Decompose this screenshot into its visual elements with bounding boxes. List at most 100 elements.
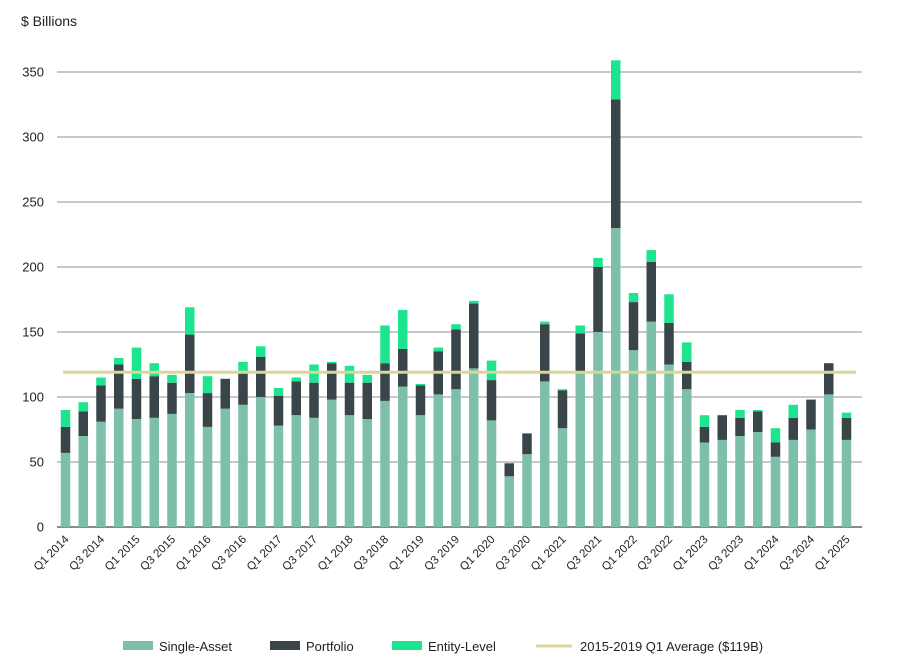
legend-swatch [392,641,422,650]
x-tick-label: Q1 2017 [245,534,285,574]
bar-segment [273,395,284,426]
bar-segment [327,399,337,527]
legend-label: Single-Asset [159,639,232,654]
bar-segment [664,364,674,527]
bar-segment [806,399,816,430]
bar-segment [682,342,692,362]
bar-segment [753,411,763,433]
x-tick-label: Q1 2018 [316,534,356,574]
bar-segment [611,99,621,228]
bar-segment [628,302,639,351]
bar-segment [96,421,106,527]
bar-segment [735,410,745,418]
y-tick-label: 200 [22,260,44,275]
y-tick-label: 300 [22,130,44,145]
bar-segment [167,374,177,383]
x-tick-label: Q3 2019 [422,534,462,574]
bar-segment [611,228,621,527]
bar-segment [469,300,479,304]
bar-segment [504,476,514,527]
bar-segment [185,307,195,335]
bar-segment [824,363,834,395]
bar-segment [114,364,124,409]
bar-segment [309,382,319,418]
bar-segment [167,382,177,414]
y-tick-label: 50 [30,455,44,470]
legend-swatch [270,641,300,650]
y-tick-labels: 0 50 100 150 200 250 300 350 [22,65,44,535]
bar-segment [841,439,852,527]
bar-segment [770,456,781,527]
bar-segment [96,385,106,422]
x-tick-label: Q1 2016 [174,534,214,574]
bar-segment [309,417,319,527]
bar-segment [362,419,372,527]
bar-segment [362,374,372,383]
bar-segment [344,415,355,527]
bar-segment [451,389,461,527]
bar-segment [149,417,159,527]
x-tick-label: Q1 2020 [458,534,498,574]
x-tick-label: Q3 2024 [777,533,817,573]
bar-segment [575,333,585,374]
legend: Single-Asset Portfolio Entity-Level 2015-20… [123,639,763,654]
x-tick-label: Q3 2015 [138,534,178,574]
bar-segment [522,433,532,455]
bar-segment [185,393,195,527]
legend-swatch [123,641,153,650]
bar-segment [664,294,674,323]
bar-segment [114,408,124,527]
bar-segment [131,378,142,420]
bar-segment [735,436,745,527]
bar-segment [185,334,195,394]
legend-label: Entity-Level [428,639,496,654]
bar-segment [699,415,710,427]
bar-segment [646,250,656,262]
bar-segment [398,386,408,527]
bar-segment [238,361,248,374]
bar-segment [78,402,88,412]
bar-segment [380,325,390,364]
x-tick-label: Q1 2021 [529,534,569,574]
bar-segment [238,373,248,405]
legend-label: Portfolio [306,639,354,654]
bar-segment [699,442,710,527]
bar-segment [60,426,71,453]
bar-segment [291,381,301,416]
bar-segment [593,267,603,332]
bar-segment [415,415,426,527]
bar-segment [220,378,230,409]
bar-segment [486,360,497,381]
bar-segment [60,410,71,427]
bar-segment [486,380,497,421]
x-tick-label: Q3 2016 [209,534,249,574]
bar-segment [202,393,213,427]
bar-segment [451,324,461,330]
bar-segment [753,410,763,412]
x-tick-label: Q3 2022 [635,534,675,574]
x-tick-label: Q1 2022 [600,534,640,574]
bar-segment [114,358,124,365]
bar-segment [788,404,798,418]
bar-segment [611,60,621,100]
bar-segment [593,257,603,267]
bar-segment [433,347,443,352]
bar-segment [362,382,372,420]
bar-segment [682,389,692,527]
bar-segment [557,428,568,527]
bar-segment [415,385,426,416]
bar-segment [540,321,550,325]
bars [60,60,852,527]
bar-segment [380,400,390,527]
bar-segment [575,373,585,527]
x-tick-label: Q1 2024 [742,533,782,573]
bar-segment [60,452,71,527]
bar-segment [699,426,710,443]
legend-label: 2015-2019 Q1 Average ($119B) [580,639,763,654]
bar-segment [256,346,266,357]
bar-segment [291,415,301,527]
x-tick-label: Q1 2019 [387,534,427,574]
y-axis-label: $ Billions [21,13,77,29]
bar-segment [380,363,390,401]
